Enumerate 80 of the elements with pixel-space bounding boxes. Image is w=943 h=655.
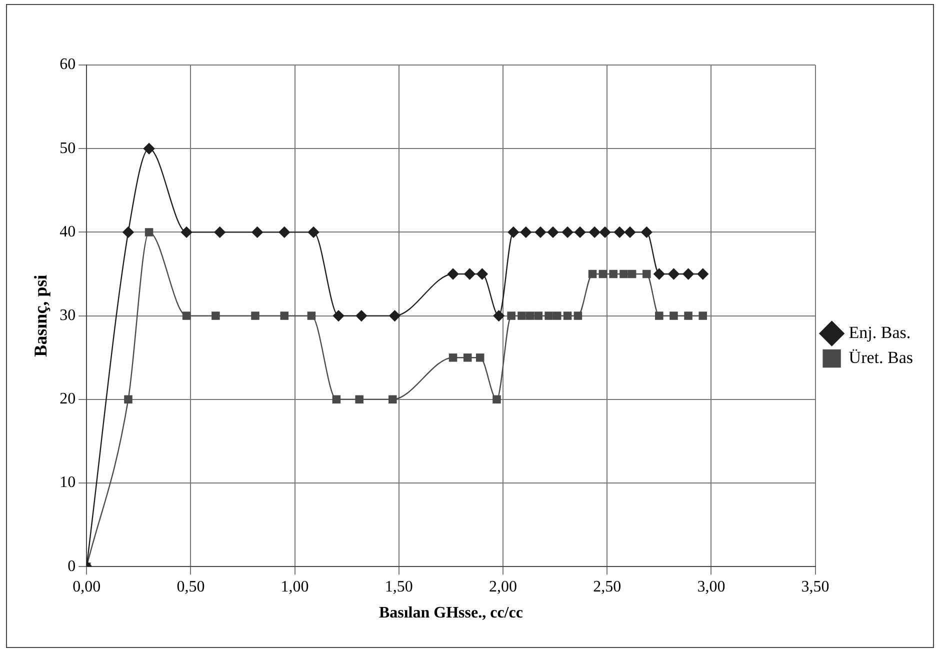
point <box>493 310 504 322</box>
point <box>508 226 520 238</box>
point <box>655 312 664 320</box>
point <box>609 270 618 278</box>
point <box>180 226 192 238</box>
point <box>124 395 132 404</box>
point <box>698 312 707 320</box>
point <box>670 312 678 320</box>
point <box>534 226 546 238</box>
point <box>308 226 320 238</box>
x-tick-label: 0,00 <box>72 578 101 596</box>
point <box>574 312 582 320</box>
point <box>182 312 191 320</box>
point <box>122 226 134 238</box>
y-tick-label: 10 <box>60 474 76 492</box>
point <box>544 312 553 320</box>
point <box>682 268 694 280</box>
point <box>668 268 680 280</box>
legend-label: Üret. Bas <box>848 348 914 367</box>
x-tick-label: 1,00 <box>280 578 309 596</box>
point <box>628 270 636 278</box>
point <box>278 226 290 238</box>
point <box>624 226 636 238</box>
point <box>574 226 586 238</box>
legend-label: Enj. Bas. <box>848 322 911 342</box>
point <box>526 312 534 320</box>
point <box>252 226 263 238</box>
point <box>388 395 397 404</box>
x-axis-title: Basılan GHsse., cc/cc <box>378 604 523 622</box>
point <box>520 226 532 238</box>
x-tick-label: 3,00 <box>697 578 726 596</box>
x-tick-label: 0,50 <box>176 578 205 596</box>
point <box>389 310 400 322</box>
y-tick-label: 60 <box>60 56 76 74</box>
x-tick-label: 2,50 <box>593 578 622 596</box>
point <box>589 226 600 238</box>
point <box>212 312 220 320</box>
x-tick-label: 3,50 <box>801 578 830 596</box>
point <box>562 226 574 238</box>
point <box>332 395 341 404</box>
point <box>464 268 476 280</box>
point <box>620 270 628 278</box>
x-tick-label: 1,50 <box>384 578 413 596</box>
y-tick-label: 40 <box>60 223 76 240</box>
point <box>448 353 458 362</box>
point <box>447 268 459 280</box>
point <box>641 226 652 238</box>
point <box>356 310 368 322</box>
point <box>654 268 665 280</box>
y-axis-title: Basınç, psi <box>30 274 50 357</box>
point <box>552 312 562 320</box>
point <box>492 395 501 404</box>
point <box>598 270 608 278</box>
x-tick-label: 2,00 <box>488 578 517 596</box>
point <box>355 395 364 404</box>
point <box>251 312 260 320</box>
point <box>476 353 484 362</box>
point <box>534 312 543 320</box>
point <box>280 312 289 320</box>
y-tick-label: 50 <box>60 140 76 157</box>
point <box>507 312 516 320</box>
point <box>307 312 316 320</box>
point <box>547 226 559 238</box>
point <box>214 226 226 238</box>
point <box>332 310 344 322</box>
point <box>563 312 572 320</box>
y-tick-label: 0 <box>68 558 76 575</box>
y-tick-label: 30 <box>60 307 76 324</box>
point <box>143 143 155 154</box>
point <box>684 312 692 320</box>
point <box>518 312 526 320</box>
point <box>588 270 597 278</box>
point <box>614 226 626 238</box>
point <box>697 268 708 280</box>
y-tick-label: 20 <box>60 390 76 408</box>
point <box>476 268 488 280</box>
point <box>463 353 472 362</box>
point <box>144 228 154 236</box>
point <box>599 226 611 238</box>
point <box>642 270 651 278</box>
